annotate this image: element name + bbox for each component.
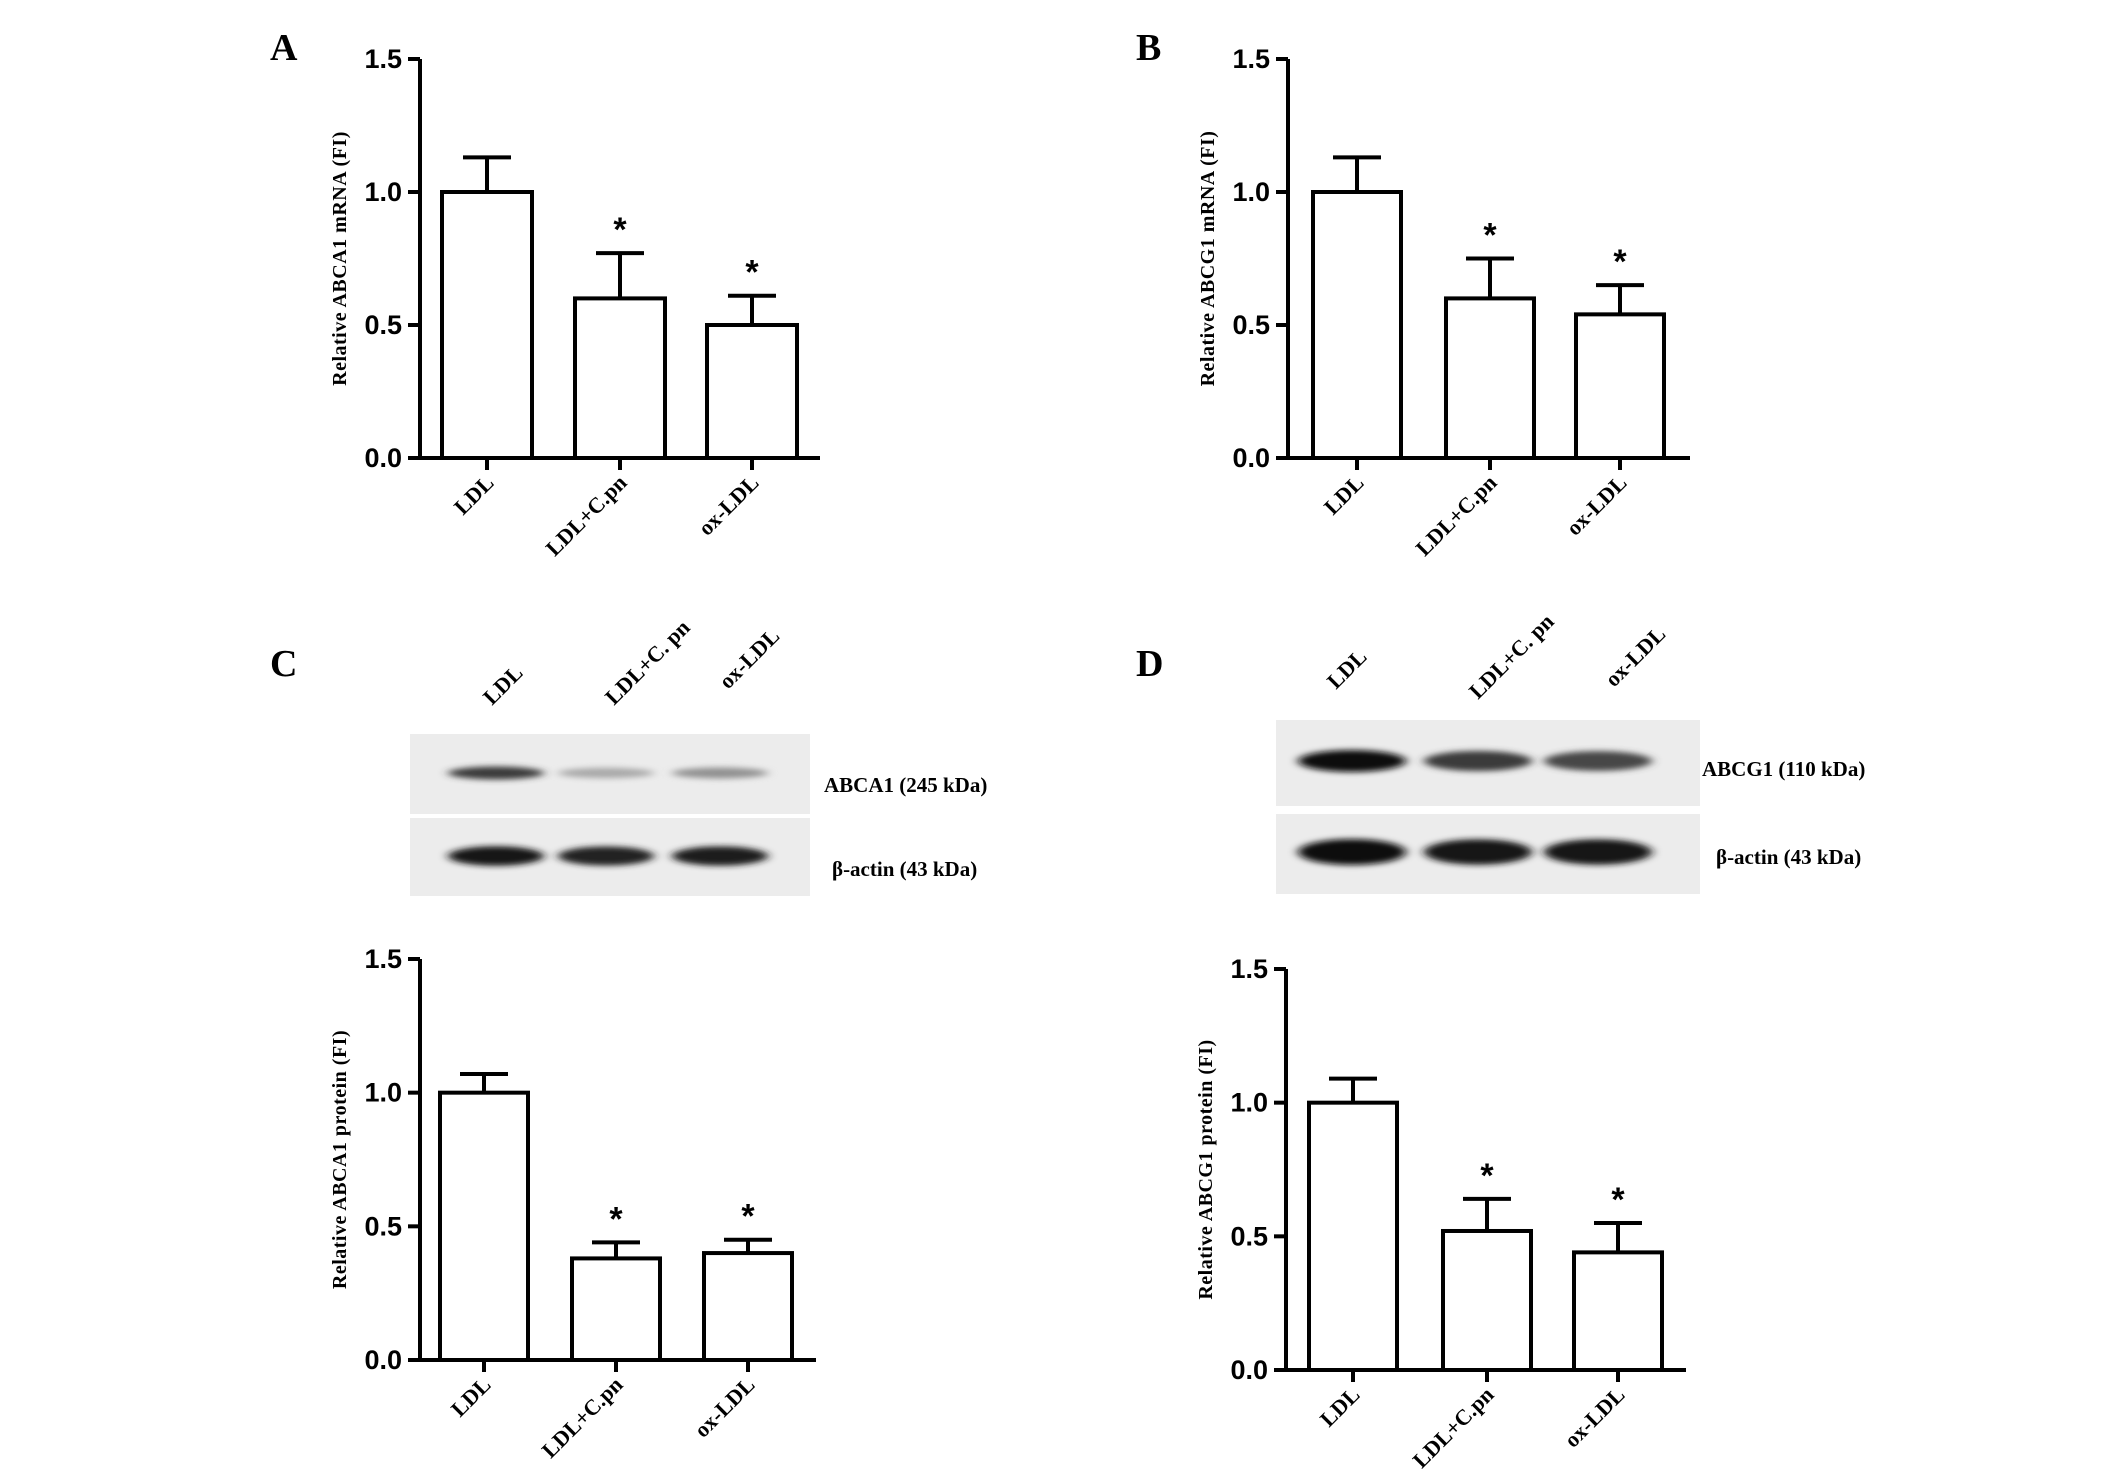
category-label-c: ox-LDL [689,1372,759,1442]
bar-c [438,1090,530,1362]
significance-star-d: * [1480,1157,1494,1195]
category-label-a: LDL+C.pn [541,470,632,561]
chart-b: 0.0 0.5 1.0 1.5 Relative ABCG1 mRNA (FI) LDL *… [1197,44,1690,561]
blot-d-lane-label-3: ox-LDL [1600,621,1670,691]
y-tick-label-d: 0.5 [1230,1221,1268,1251]
bar-b [1574,312,1666,460]
panel-letter-b: B [1136,27,1161,69]
bar-d [1307,1100,1399,1372]
blot-band [1424,750,1532,772]
significance-star-c: * [609,1200,623,1238]
western-blot-d: LDL LDL+C. pn ox-LDL ABCG1 (110 kDa) β-a… [1276,609,1865,894]
blot-band [448,846,544,866]
category-label-b: LDL [1319,470,1369,520]
y-axis-title-c: Relative ABCA1 protein (FI) [329,1030,351,1289]
category-label-a: LDL [449,470,499,520]
blot-band [448,766,544,780]
y-tick-label-a: 1.0 [364,177,402,207]
category-label-b: ox-LDL [1561,470,1631,540]
blot-band [1298,750,1406,772]
blot-c-row-label-actin: β-actin (43 kDa) [832,857,977,881]
y-axis-title-d: Relative ABCG1 protein (FI) [1195,1039,1217,1299]
category-label-c: LDL+C.pn [537,1372,628,1463]
blot-c-lane-label-3: ox-LDL [714,623,784,693]
category-label-a: ox-LDL [693,470,763,540]
blot-d-lane-label-1: LDL [1322,644,1372,694]
y-tick-label-b: 0.0 [1232,443,1270,473]
y-tick-label-b: 0.5 [1232,310,1270,340]
panel-letter-a: A [270,27,298,69]
y-tick-label-d: 1.0 [1230,1088,1268,1118]
bar-a [440,190,534,460]
blot-c-row-label-target: ABCA1 (245 kDa) [824,773,987,797]
significance-star-b: * [1483,217,1497,255]
significance-star-a: * [745,254,759,292]
blot-c-lane-label-2: LDL+C. pn [600,615,695,710]
y-tick-label-c: 1.5 [364,944,402,974]
bar-d [1441,1228,1533,1373]
y-axis-title-a: Relative ABCA1 mRNA (FI) [329,131,351,386]
significance-star-a: * [613,211,627,249]
bar-a [573,296,667,460]
blot-d-row-label-target: ABCG1 (110 kDa) [1702,757,1865,781]
western-blot-c: LDL LDL+C. pn ox-LDL ABCA1 (245 kDa) β-a… [410,615,987,896]
bar-a [705,323,799,460]
blot-band [558,767,654,779]
blot-c-lane-label-1: LDL [478,660,528,710]
chart-c: 0.0 0.5 1.0 1.5 Relative ABCA1 protein (FI) L… [329,944,816,1463]
y-tick-label-a: 1.5 [364,44,402,74]
blot-band [672,846,768,866]
significance-star-c: * [741,1198,755,1236]
y-tick-label-d: 1.5 [1230,954,1268,984]
chart-a: 0.0 0.5 1.0 1.5 Relative ABCA1 mRNA (FI) LDL *… [329,44,820,561]
y-tick-label-c: 0.0 [364,1345,402,1375]
y-tick-label-d: 0.0 [1230,1355,1268,1385]
y-tick-label-a: 0.0 [364,443,402,473]
blot-d-row-label-actin: β-actin (43 kDa) [1716,845,1861,869]
blot-band [1298,839,1406,865]
blot-band [558,846,654,866]
blot-d-lane-label-2: LDL+C. pn [1464,609,1559,704]
category-label-d: ox-LDL [1559,1382,1629,1452]
category-label-d: LDL+C.pn [1408,1382,1499,1473]
y-tick-label-b: 1.0 [1232,177,1270,207]
panel-letter-d: D [1136,643,1163,685]
y-tick-label-c: 0.5 [364,1211,402,1241]
y-axis-title-b: Relative ABCG1 mRNA (FI) [1197,131,1219,387]
significance-star-d: * [1611,1181,1625,1219]
blot-band [1544,751,1652,771]
category-label-c: LDL [446,1372,496,1422]
blot-band [1424,839,1532,865]
bar-c [702,1251,794,1362]
chart-d: 0.0 0.5 1.0 1.5 Relative ABCG1 protein (FI) L… [1195,954,1686,1473]
bar-c [570,1256,662,1362]
blot-band [1544,839,1652,865]
y-tick-label-a: 0.5 [364,310,402,340]
bar-b [1444,296,1536,460]
y-tick-label-c: 1.0 [364,1078,402,1108]
category-label-d: LDL [1315,1382,1365,1432]
panel-letter-c: C [270,643,297,685]
y-tick-label-b: 1.5 [1232,44,1270,74]
category-label-b: LDL+C.pn [1411,470,1502,561]
significance-star-b: * [1613,243,1627,281]
bar-b [1311,190,1403,460]
blot-band [672,767,768,779]
bar-d [1572,1250,1664,1372]
